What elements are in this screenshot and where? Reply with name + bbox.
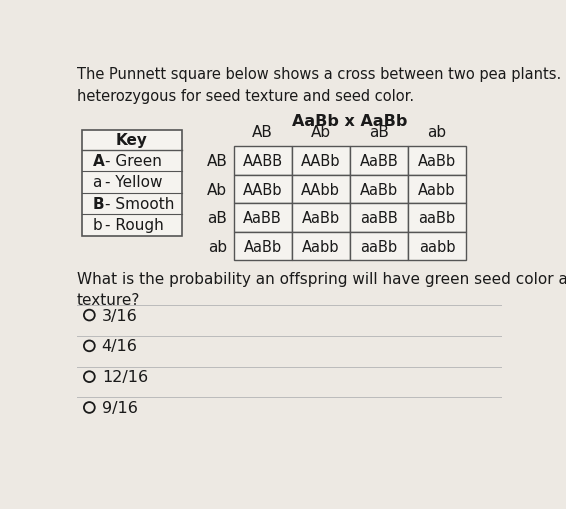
Text: aaBb: aaBb	[360, 239, 397, 254]
Text: AaBb: AaBb	[360, 182, 398, 197]
Text: 4/16: 4/16	[102, 338, 138, 354]
Text: Ab: Ab	[207, 182, 228, 197]
Bar	[291, 233, 350, 261]
Bar	[82, 130, 182, 236]
Text: The Punnett square below shows a cross between two pea plants. Both are
heterozy: The Punnett square below shows a cross b…	[77, 67, 566, 104]
Text: AaBb: AaBb	[243, 239, 282, 254]
Text: ab: ab	[208, 239, 228, 254]
Text: Key: Key	[116, 133, 148, 148]
Text: - Rough: - Rough	[105, 218, 164, 233]
Bar	[291, 204, 350, 233]
Text: aB: aB	[369, 124, 389, 139]
Bar	[408, 204, 466, 233]
Bar	[408, 147, 466, 176]
Text: ab: ab	[427, 124, 447, 139]
Text: - Smooth: - Smooth	[105, 196, 174, 212]
Bar	[350, 176, 408, 204]
Bar	[408, 176, 466, 204]
Bar	[291, 176, 350, 204]
Bar	[350, 147, 408, 176]
Bar	[234, 176, 291, 204]
Text: 3/16: 3/16	[102, 308, 138, 323]
Text: Aabb: Aabb	[418, 182, 456, 197]
Text: aaBB: aaBB	[360, 211, 398, 225]
Text: Aabb: Aabb	[302, 239, 340, 254]
Text: - Yellow: - Yellow	[105, 175, 162, 190]
Text: - Green: - Green	[105, 154, 162, 168]
Text: AB: AB	[207, 154, 228, 169]
Text: Ab: Ab	[311, 124, 331, 139]
Bar	[350, 233, 408, 261]
Text: 12/16: 12/16	[102, 370, 148, 384]
Text: AABb: AABb	[301, 154, 340, 169]
Text: AaBb x AaBb: AaBb x AaBb	[292, 114, 408, 128]
Text: b: b	[92, 218, 102, 233]
Text: AABb: AABb	[243, 182, 282, 197]
Text: What is the probability an offspring will have green seed color and rough seed
t: What is the probability an offspring wil…	[77, 272, 566, 307]
Text: aabb: aabb	[419, 239, 455, 254]
Text: A: A	[92, 154, 104, 168]
Text: aaBb: aaBb	[418, 211, 456, 225]
Text: AaBb: AaBb	[418, 154, 456, 169]
Text: AaBB: AaBB	[359, 154, 398, 169]
Text: a: a	[92, 175, 102, 190]
Text: AABB: AABB	[242, 154, 282, 169]
Text: B: B	[92, 196, 104, 212]
Bar	[234, 147, 291, 176]
Bar	[408, 233, 466, 261]
Text: AaBB: AaBB	[243, 211, 282, 225]
Bar	[291, 147, 350, 176]
Text: 9/16: 9/16	[102, 400, 138, 415]
Bar	[350, 204, 408, 233]
Bar	[234, 233, 291, 261]
Text: aB: aB	[207, 211, 228, 225]
Text: AB: AB	[252, 124, 273, 139]
Bar	[234, 204, 291, 233]
Text: AAbb: AAbb	[301, 182, 340, 197]
Text: AaBb: AaBb	[302, 211, 340, 225]
